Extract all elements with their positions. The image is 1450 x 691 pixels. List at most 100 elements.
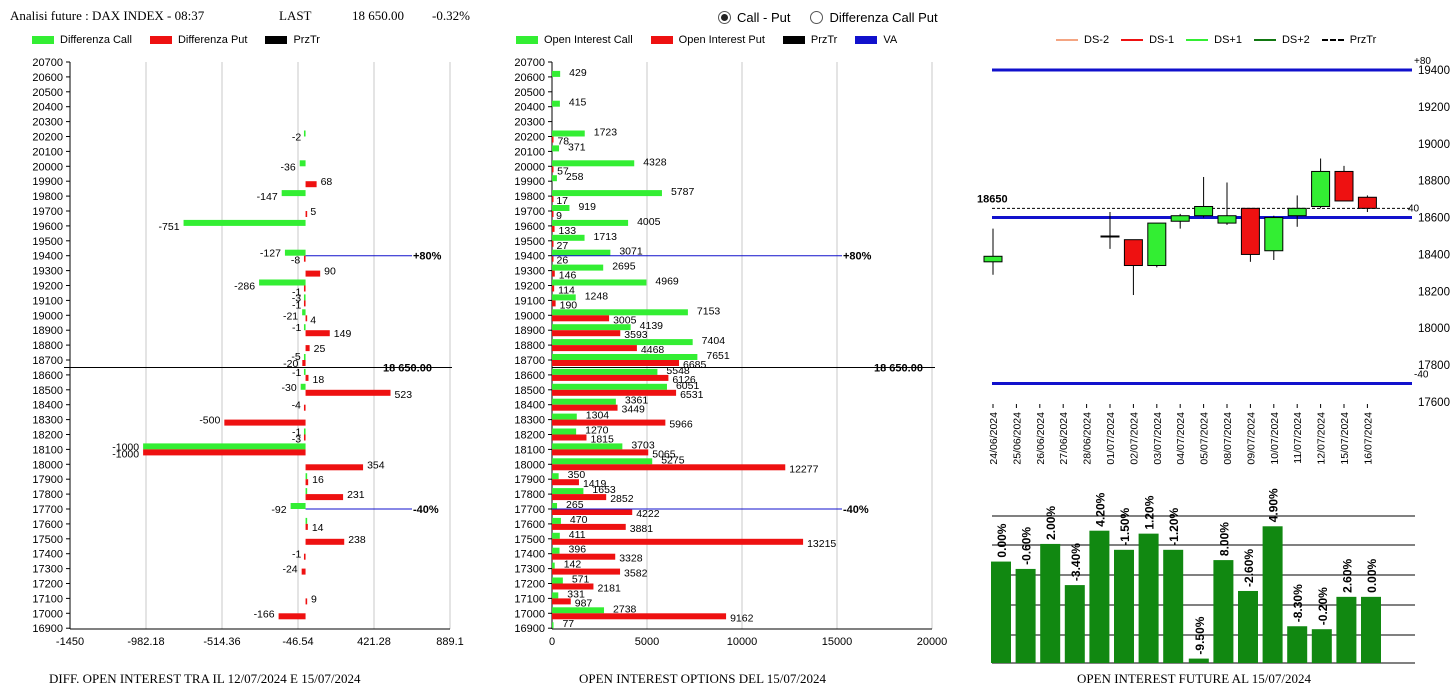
future-oi-bar-label: -2.60% — [1242, 549, 1256, 587]
strike-label: 17300 — [514, 564, 545, 576]
strike-label: 19400 — [32, 251, 63, 263]
oi-call-value: 1653 — [592, 484, 616, 496]
strike-label: 18800 — [514, 340, 545, 352]
call-diff-bar — [259, 279, 306, 286]
oi-put-value: 1815 — [590, 434, 614, 446]
oi-call-bar — [552, 428, 577, 435]
future-oi-bar — [1064, 585, 1085, 663]
strike-label: 17600 — [32, 519, 63, 531]
oi-put-bar — [552, 538, 804, 545]
radio-call-put-label[interactable]: Call - Put — [737, 10, 791, 25]
legend-oi: Open Interest Call Open Interest Put Prz… — [516, 34, 915, 46]
strike-label: 20700 — [32, 57, 63, 69]
va-reference-label: -40% — [843, 504, 869, 516]
date-label: 03/07/2024 — [1152, 412, 1164, 465]
strike-label: 17500 — [514, 534, 545, 546]
oi-call-bar — [552, 488, 584, 495]
bar-value-label: 231 — [347, 489, 365, 501]
oi-put-bar — [552, 166, 554, 173]
date-label: 09/07/2024 — [1245, 412, 1257, 465]
oi-put-bar — [552, 404, 618, 411]
bar-value-label: -166 — [254, 608, 275, 620]
oi-call-value: 1304 — [586, 410, 610, 422]
candle-up — [1194, 205, 1214, 217]
legend-diff: Differenza Call Differenza Put PrzTr — [32, 34, 338, 46]
put-diff-bar — [278, 613, 306, 620]
oi-put-bar — [552, 285, 555, 292]
oi-call-value: 4969 — [655, 276, 679, 288]
y-tick-label: 18400 — [1418, 249, 1450, 261]
candle-up — [1311, 170, 1331, 207]
future-oi-bar-label: 0.00% — [1365, 558, 1379, 592]
strike-label: 17900 — [32, 474, 63, 486]
footer-oi: OPEN INTEREST OPTIONS DEL 15/07/2024 — [579, 671, 826, 686]
legend-item: DS-2 — [1056, 34, 1109, 46]
put-diff-bar — [305, 538, 345, 545]
bar-value-label: 4 — [310, 314, 316, 326]
legend-label: PrzTr — [293, 34, 320, 46]
strike-label: 20700 — [514, 57, 545, 69]
price-line-label: 18650 — [977, 193, 1008, 205]
future-oi-bar-label: 4.90% — [1267, 488, 1281, 522]
radio-call-put[interactable] — [718, 11, 731, 24]
strike-label: 20100 — [514, 146, 545, 158]
oi-put-value: 9162 — [730, 612, 754, 624]
candle-up — [1170, 215, 1190, 222]
legend-future: DS-2 DS-1 DS+1 DS+2 PrzTr — [1056, 34, 1376, 46]
y-tick-label: 18800 — [1418, 176, 1450, 188]
oi-put-bar — [552, 598, 571, 605]
strike-label: 19800 — [32, 191, 63, 203]
future-oi-bar-label: -8.30% — [1291, 584, 1305, 622]
oi-put-bar — [552, 389, 677, 396]
future-oi-bar-label: 1.20% — [1143, 495, 1157, 529]
oi-call-bar — [552, 249, 611, 256]
bar-value-label: 238 — [348, 534, 366, 546]
oi-call-bar — [552, 532, 560, 539]
oi-put-bar — [552, 613, 727, 620]
x-tick-label: 15000 — [822, 636, 853, 648]
oi-call-bar — [552, 145, 560, 152]
oi-call-bar — [552, 577, 563, 584]
future-oi-bar-label: 0.00% — [995, 523, 1009, 557]
strike-label: 20000 — [514, 161, 545, 173]
oi-put-value: 9 — [556, 210, 562, 222]
y-tick-label: 17800 — [1418, 360, 1450, 372]
future-oi-bar-label: -1.20% — [1167, 507, 1181, 545]
diff-oi-chart: -1450 -982.18 -514.36 -46.54 421.28 889.1 2070… — [32, 57, 463, 648]
radio-diff-call-put[interactable] — [810, 11, 824, 24]
change-value: -0.32% — [432, 8, 470, 23]
oi-call-value: 3703 — [631, 439, 655, 451]
oi-put-value: 2852 — [610, 493, 634, 505]
y-tick-label: 19000 — [1418, 139, 1450, 151]
call-diff-bar — [284, 249, 306, 256]
strike-label: 19800 — [514, 191, 545, 203]
strike-label: 19600 — [32, 221, 63, 233]
oi-put-value: 6531 — [680, 389, 704, 401]
oi-call-bar — [552, 219, 629, 226]
oi-call-value: 258 — [566, 171, 584, 183]
future-oi-bar — [1188, 658, 1209, 663]
strike-label: 18500 — [32, 385, 63, 397]
candle-down — [1334, 170, 1354, 202]
va-reference-label: +80% — [413, 251, 442, 263]
strike-label: 17000 — [32, 608, 63, 620]
bar-value-label: -1 — [292, 287, 301, 299]
radio-diff-call-put-label[interactable]: Differenza Call Put — [829, 10, 938, 25]
strike-label: 19900 — [514, 176, 545, 188]
oi-put-bar — [552, 345, 637, 352]
level-label: +80 — [1414, 56, 1431, 67]
oi-put-bar — [552, 553, 616, 560]
strike-label: 19300 — [32, 266, 63, 278]
strike-label: 17100 — [32, 593, 63, 605]
candle-up — [1264, 217, 1284, 252]
oi-put-value: 6685 — [683, 359, 707, 371]
call-diff-bar — [183, 219, 306, 226]
put-diff-bar — [305, 598, 308, 605]
legend-item: DS+1 — [1186, 34, 1242, 46]
oi-call-bar — [552, 339, 693, 346]
candle-up — [1287, 207, 1307, 217]
bar-value-label: -92 — [271, 504, 286, 516]
legend-label: DS+1 — [1214, 34, 1242, 46]
oi-put-value: 5065 — [652, 448, 676, 460]
oi-put-bar — [552, 240, 554, 247]
